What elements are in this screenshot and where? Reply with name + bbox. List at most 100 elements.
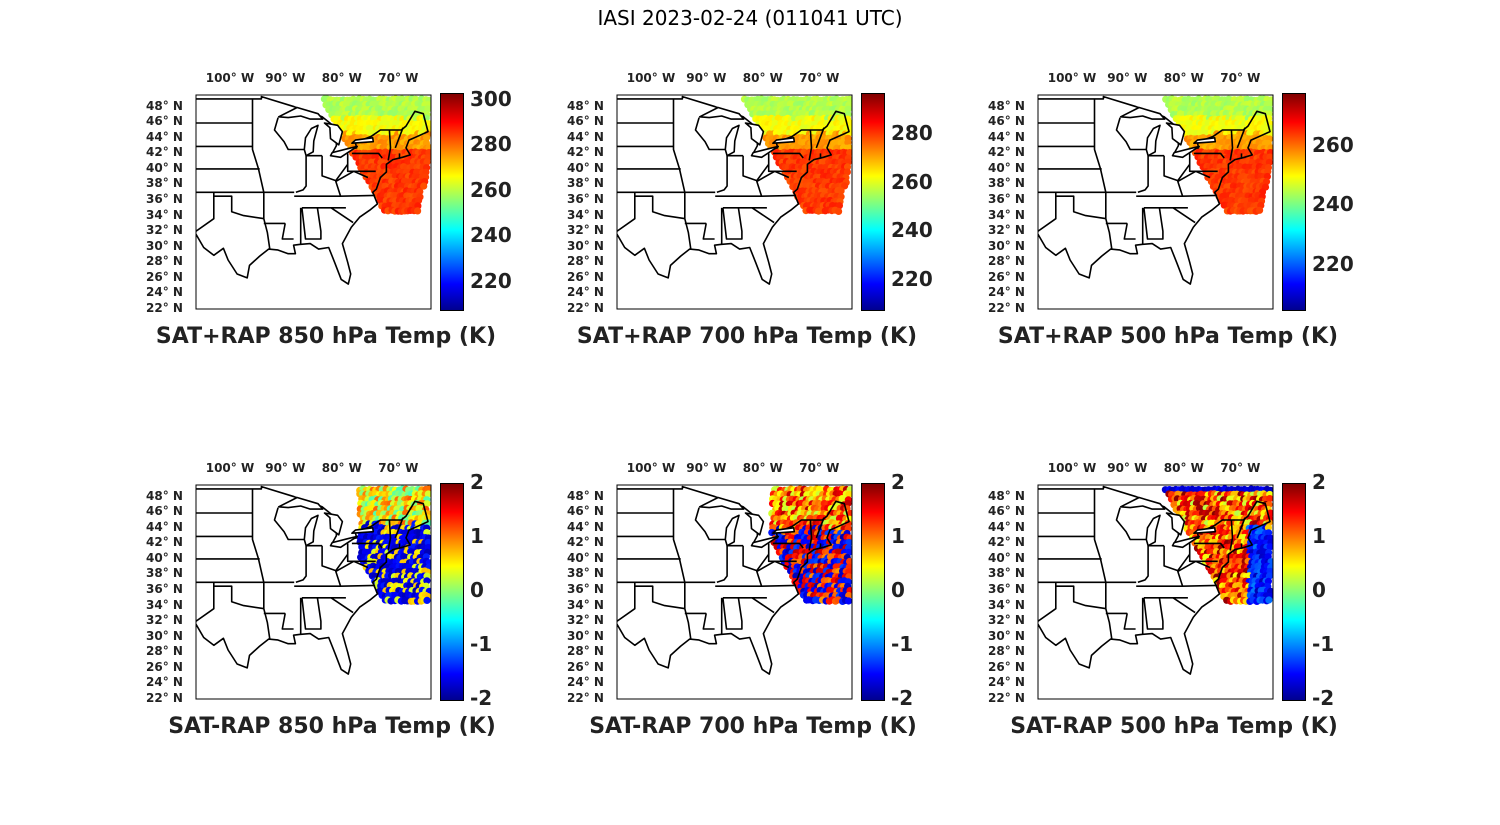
state-border xyxy=(301,597,322,630)
great-lake xyxy=(1165,122,1186,146)
state-border xyxy=(251,488,271,640)
latitude-label: 26° N xyxy=(567,269,604,284)
latitude-label: 46° N xyxy=(988,504,1025,519)
latitude-label: 40° N xyxy=(567,160,604,175)
latitude-label: 48° N xyxy=(988,98,1025,113)
latitude-label: 40° N xyxy=(988,160,1025,175)
observation-point xyxy=(1266,495,1273,503)
latitude-label: 34° N xyxy=(567,207,604,222)
state-border xyxy=(294,584,376,587)
state-border xyxy=(1123,613,1136,630)
state-border xyxy=(301,207,322,240)
observation-point xyxy=(423,596,431,604)
longitude-label: 100° W xyxy=(205,71,255,85)
latitude-label: 36° N xyxy=(146,192,183,207)
observation-point xyxy=(423,134,431,142)
state-border xyxy=(1137,545,1149,584)
latitude-label: 32° N xyxy=(146,223,183,238)
state-border xyxy=(273,117,305,151)
latitude-label: 36° N xyxy=(988,582,1025,597)
great-lake xyxy=(772,527,796,534)
latitude-label: 44° N xyxy=(567,129,604,144)
state-boundaries xyxy=(617,95,850,285)
map-frame xyxy=(195,484,432,700)
colorbar-tick-label: 0 xyxy=(1312,578,1326,602)
longitude-label: 70° W xyxy=(799,71,840,85)
state-border xyxy=(716,155,728,194)
state-border xyxy=(702,223,715,240)
latitude-label: 22° N xyxy=(988,691,1025,705)
colorbar-tick-label: -2 xyxy=(470,686,493,710)
latitude-label: 42° N xyxy=(567,535,604,550)
state-border xyxy=(808,519,813,551)
state-border xyxy=(1143,207,1164,240)
state-border xyxy=(330,207,354,224)
colorbar-tick-label: 280 xyxy=(470,132,512,157)
state-border xyxy=(1115,117,1147,151)
latitude-label: 40° N xyxy=(567,550,604,565)
colorbar xyxy=(861,93,885,311)
colorbar xyxy=(861,483,885,701)
colorbar xyxy=(1282,483,1306,701)
state-border xyxy=(617,582,636,622)
longitude-label: 70° W xyxy=(378,71,419,85)
latitude-label: 46° N xyxy=(146,504,183,519)
observation-point xyxy=(1266,543,1273,551)
observation-point xyxy=(845,490,852,498)
state-border xyxy=(815,127,825,149)
state-border xyxy=(346,554,376,563)
state-border xyxy=(330,597,354,614)
observation-point xyxy=(843,168,851,176)
map-frame xyxy=(1037,94,1274,310)
state-border xyxy=(694,507,726,541)
panel-title: SAT-RAP 700 hPa Temp (K) xyxy=(589,714,917,739)
map-area xyxy=(195,94,432,310)
latitude-label: 34° N xyxy=(146,597,183,612)
panel-sat-rap-700: 100° W 90° W 80° W 70° W 48° N 46° N 44° N 42° … xyxy=(549,62,1029,362)
panel-diff-850: 100° W 90° W 80° W 70° W 48° N 46° N 44° N 42° … xyxy=(128,452,608,752)
observation-point xyxy=(1266,153,1273,161)
panel-title: SAT-RAP 850 hPa Temp (K) xyxy=(168,714,496,739)
latitude-label: 40° N xyxy=(146,160,183,175)
latitude-label: 22° N xyxy=(146,301,183,315)
colorbar xyxy=(440,483,464,701)
great-lake xyxy=(303,124,319,157)
great-lake xyxy=(744,512,765,536)
map-area xyxy=(1037,484,1274,700)
latitude-label: 32° N xyxy=(567,613,604,628)
latitude-label: 48° N xyxy=(146,488,183,503)
state-border xyxy=(394,517,404,539)
longitude-label: 90° W xyxy=(686,461,727,475)
longitude-label: 100° W xyxy=(1047,71,1097,85)
latitude-label: 30° N xyxy=(988,628,1025,643)
great-lake xyxy=(698,496,745,510)
observation-point xyxy=(414,207,422,215)
great-lake xyxy=(750,535,779,549)
panel-title: SAT+RAP 700 hPa Temp (K) xyxy=(576,324,918,349)
observation-dots xyxy=(1161,485,1273,605)
state-border xyxy=(1236,517,1246,539)
great-lake xyxy=(1145,514,1161,547)
latitude-label: 32° N xyxy=(988,613,1025,628)
panel-title: SAT+RAP 850 hPa Temp (K) xyxy=(155,324,497,349)
latitude-label: 46° N xyxy=(567,114,604,129)
latitude-label: 44° N xyxy=(988,519,1025,534)
panel-sat-rap-850: 100° W 90° W 80° W 70° W 48° N 46° N 44° N 42° … xyxy=(128,62,608,362)
observation-point xyxy=(843,163,852,171)
observation-point xyxy=(844,138,852,146)
latitude-label: 42° N xyxy=(567,145,604,160)
latitude-label: 46° N xyxy=(567,504,604,519)
great-lake xyxy=(698,106,745,120)
colorbar-tick-label: 1 xyxy=(891,524,905,548)
state-boundaries xyxy=(1038,95,1271,285)
latitude-label: 38° N xyxy=(567,176,604,191)
panel-diff-500: 100° W 90° W 80° W 70° W 48° N 46° N 44° N 42° … xyxy=(970,452,1450,752)
great-lake xyxy=(277,106,324,120)
colorbar-tick-label: 240 xyxy=(1312,192,1354,217)
state-border xyxy=(722,207,743,240)
state-border xyxy=(295,155,307,194)
state-border xyxy=(196,582,215,622)
great-lake xyxy=(1119,496,1166,510)
state-border xyxy=(1172,597,1196,614)
colorbar-tick-label: -1 xyxy=(1312,632,1335,656)
